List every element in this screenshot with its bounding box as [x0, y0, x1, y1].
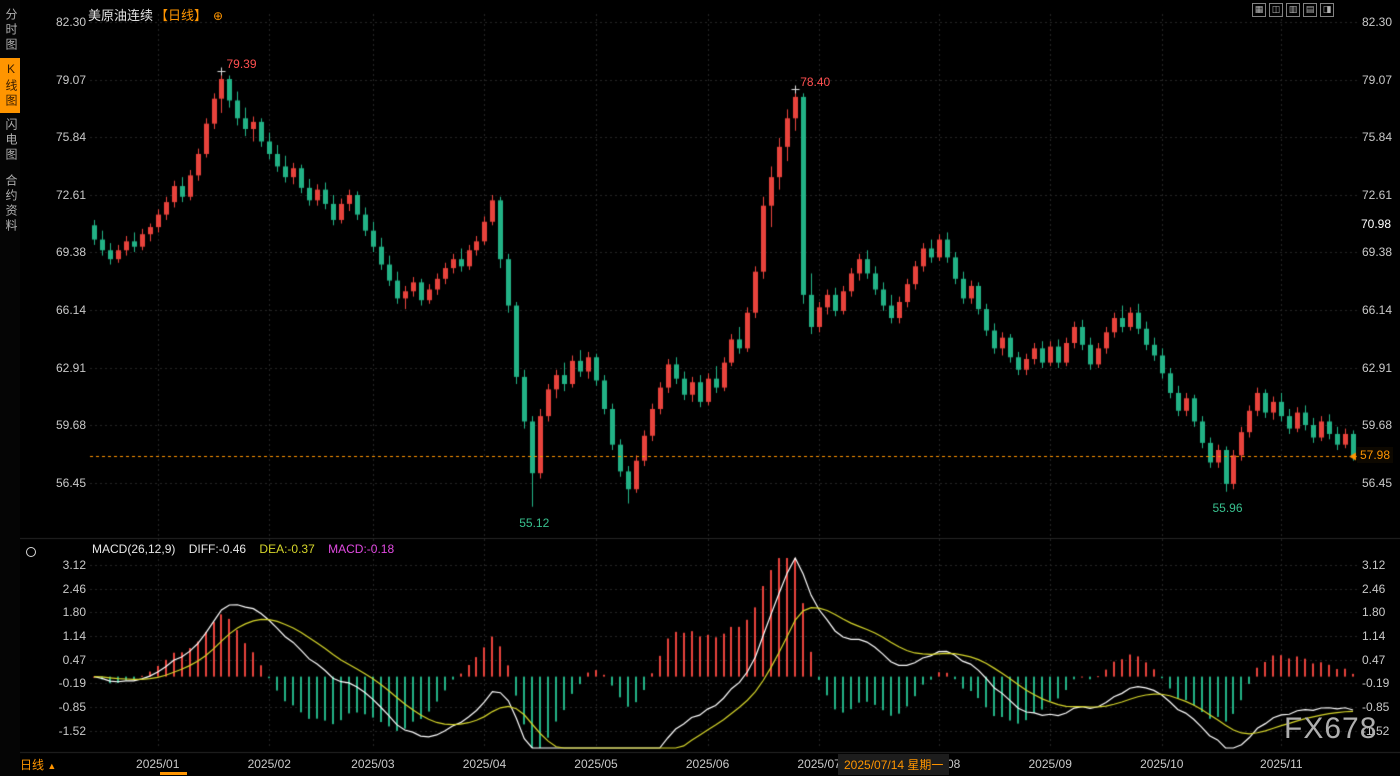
macd-axis-tick-left: 0.47: [62, 652, 86, 667]
price-axis-tick-right: 72.61: [1362, 187, 1393, 202]
macd-axis-tick-left: 2.46: [62, 581, 86, 596]
sidebar-item-time-chart[interactable]: 分时图: [4, 8, 18, 53]
indicator-settings-icon[interactable]: [26, 547, 36, 557]
period-arrow-icon: ▲: [47, 761, 57, 771]
price-axis-tick-right: 56.45: [1362, 476, 1393, 490]
period-tag: 【日线】: [155, 8, 208, 23]
sidebar-item-kline-chart[interactable]: K线图: [0, 58, 20, 113]
x-axis-month-label: 2025/04: [462, 757, 507, 771]
price-annotation-high: 78.40: [800, 74, 831, 89]
x-axis-month-label: 2025/07: [797, 757, 841, 771]
x-axis-month-label: 2025/09: [1028, 757, 1072, 771]
price-axis-tick-left: 62.91: [55, 360, 86, 375]
macd-axis-tick-left: -1.52: [58, 724, 86, 738]
price-axis-tick-left: 72.61: [55, 187, 86, 202]
price-annotation-high: 79.39: [226, 56, 257, 71]
price-axis-tick-right: 69.38: [1362, 245, 1393, 260]
price-axis-tick-left: 56.45: [55, 476, 86, 490]
price-axis-tick-left: 69.38: [55, 245, 86, 260]
dual-pane-icon[interactable]: ◫: [1269, 3, 1283, 17]
x-axis-month-label: 2025/03: [351, 757, 395, 771]
price-axis-tick-right: 75.84: [1362, 130, 1393, 145]
period-selector[interactable]: 日线 ▲: [20, 756, 56, 773]
crosshair-date-label: 2025/07/14 星期一: [838, 754, 950, 775]
price-axis-tick-right: 62.91: [1362, 360, 1393, 375]
price-annotation-low: 55.12: [519, 515, 550, 530]
sidebar-item-contract-info[interactable]: 合约资料: [4, 174, 18, 234]
price-axis-tick-right: 59.68: [1362, 418, 1393, 433]
macd-hist-value: MACD:-0.18: [328, 542, 395, 556]
pane-rows-icon[interactable]: ▥: [1286, 3, 1300, 17]
symbol-title: 美原油连续: [88, 8, 154, 23]
price-axis-tick-left: 79.07: [55, 72, 86, 87]
macd-axis-tick-right: 1.80: [1362, 605, 1386, 620]
x-axis-month-label: 2025/11: [1260, 757, 1303, 771]
x-axis-month-label: 2025/01: [136, 757, 180, 771]
scrollbar-thumb[interactable]: [160, 772, 187, 775]
macd-diff-value: DIFF:-0.46: [188, 542, 247, 556]
macd-axis-tick-left: -0.19: [58, 676, 86, 691]
macd-axis-tick-right: -1.52: [1362, 724, 1390, 738]
x-axis-month-label: 2025/05: [574, 757, 618, 771]
macd-axis-tick-left: -0.85: [58, 700, 86, 715]
x-axis-month-label: 2025/10: [1140, 757, 1184, 771]
macd-axis-tick-right: -0.19: [1362, 676, 1390, 691]
price-axis-tick-left: 82.30: [55, 15, 86, 29]
macd-name: MACD(26,12,9): [92, 542, 176, 556]
macd-dea-value: DEA:-0.37: [259, 542, 315, 556]
price-axis-tick-right: 66.14: [1362, 303, 1393, 318]
chart-header: 美原油连续 【日线】 ⊕: [88, 5, 223, 24]
marker-price-label: 70.98: [1359, 216, 1394, 232]
macd-axis-tick-right: 1.14: [1362, 628, 1386, 643]
multi-pane-icon[interactable]: ▦: [1252, 3, 1266, 17]
macd-axis-tick-left: 3.12: [62, 558, 86, 572]
watermark: FX678: [1284, 712, 1378, 745]
sidebar: 分时图 K线图 闪电图 合约资料: [0, 0, 20, 776]
macd-axis-tick-right: 3.12: [1362, 558, 1386, 572]
pane-bottom-icon[interactable]: ▤: [1303, 3, 1317, 17]
last-price-label: 57.98: [1357, 447, 1394, 463]
x-axis-month-label: 2025/06: [685, 757, 730, 771]
price-axis-tick-right: 79.07: [1362, 72, 1393, 87]
maximize-pane-icon[interactable]: ◨: [1320, 3, 1334, 17]
macd-axis-tick-right: 2.46: [1362, 581, 1386, 596]
price-axis-tick-left: 66.14: [55, 303, 86, 318]
price-axis-tick-left: 59.68: [55, 418, 86, 433]
macd-axis-tick-right: 0.47: [1362, 652, 1386, 667]
macd-header: MACD(26,12,9) DIFF:-0.46 DEA:-0.37 MACD:…: [92, 542, 404, 556]
price-axis-tick-left: 75.84: [55, 130, 86, 145]
layout-icons-group: ▦ ◫ ▥ ▤ ◨: [1252, 3, 1334, 17]
macd-axis-tick-left: 1.14: [62, 628, 86, 643]
macd-axis-tick-left: 1.80: [62, 605, 86, 620]
period-label: 日线: [20, 758, 45, 772]
sidebar-item-flash-chart[interactable]: 闪电图: [4, 118, 18, 163]
macd-axis-tick-right: -0.85: [1362, 700, 1390, 715]
price-annotation-low: 55.96: [1212, 500, 1243, 515]
price-axis-tick-right: 82.30: [1362, 15, 1393, 29]
settings-icon[interactable]: ⊕: [213, 9, 224, 23]
x-axis-month-label: 2025/02: [247, 757, 291, 771]
